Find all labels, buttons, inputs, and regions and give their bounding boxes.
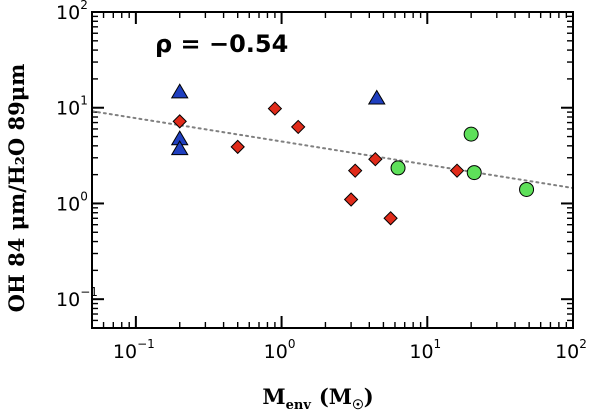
circle-marker bbox=[463, 126, 479, 142]
diamond-marker bbox=[230, 139, 245, 155]
x-axis-label: Menv (M☉) bbox=[262, 384, 373, 413]
y-tick-label: 102 bbox=[56, 0, 88, 24]
diamond-marker bbox=[290, 119, 306, 135]
plot-frame bbox=[91, 11, 574, 329]
x-axis-label-main: M bbox=[262, 384, 285, 409]
correlation-annotation: ρ = −0.54 bbox=[155, 30, 288, 58]
markers bbox=[170, 83, 535, 226]
diamond-marker bbox=[449, 163, 465, 178]
diamond-marker bbox=[172, 114, 187, 129]
minor-ticks bbox=[92, 12, 573, 328]
y-axis-label: OH 84 μm/H₂O 89μm bbox=[4, 64, 29, 313]
triangle-marker bbox=[170, 83, 189, 99]
sun-symbol: ☉ bbox=[352, 398, 364, 413]
tick-labels: 10−1 100 101 102 10−1 100 101 102 bbox=[56, 0, 587, 363]
x-tick-label: 101 bbox=[409, 337, 441, 363]
fit-line bbox=[91, 110, 574, 190]
y-tick-label: 10−1 bbox=[56, 285, 98, 311]
y-tick-label: 101 bbox=[56, 94, 88, 120]
diamond-marker bbox=[347, 163, 363, 178]
x-tick-label: 100 bbox=[264, 337, 296, 363]
circle-marker bbox=[390, 160, 406, 176]
fit-layer bbox=[91, 110, 574, 190]
x-axis-label-units: (M bbox=[319, 384, 352, 409]
x-tick-label: 10−1 bbox=[113, 337, 155, 363]
diamond-marker bbox=[383, 211, 398, 226]
major-ticks bbox=[92, 11, 574, 328]
diamond-marker bbox=[343, 192, 359, 207]
x-axis-label-close: ) bbox=[364, 384, 374, 409]
x-axis-label-sub: env bbox=[286, 398, 312, 413]
circle-marker bbox=[519, 181, 535, 197]
diamond-marker bbox=[267, 101, 283, 116]
circle-marker bbox=[466, 165, 482, 181]
triangle-marker bbox=[170, 140, 189, 156]
x-tick-label: 102 bbox=[555, 337, 587, 363]
diamond-marker bbox=[368, 151, 383, 167]
triangle-marker bbox=[367, 89, 386, 105]
y-tick-label: 100 bbox=[56, 189, 88, 215]
